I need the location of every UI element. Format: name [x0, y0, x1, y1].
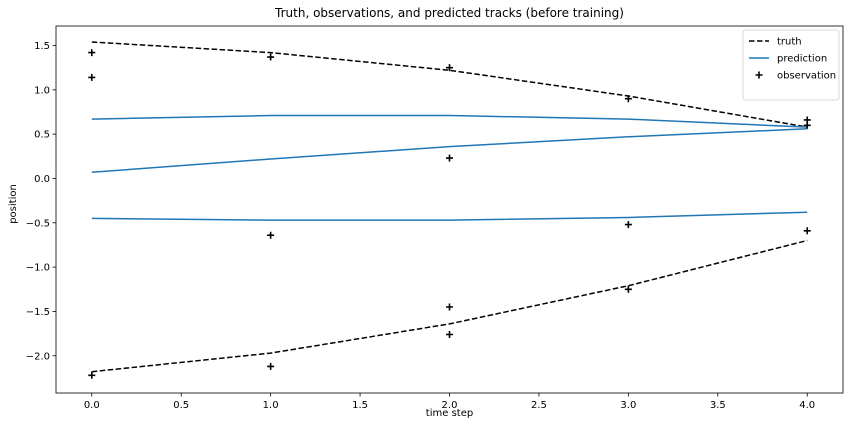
y-tick-label: −2.0 — [26, 351, 50, 362]
observation-marker — [267, 53, 275, 61]
legend-box — [742, 29, 840, 101]
x-tick-label: 2.0 — [442, 400, 458, 411]
x-axis-label: time step — [426, 408, 473, 419]
prediction-line — [91, 128, 808, 174]
legend-label: truth — [777, 37, 802, 48]
observation-marker — [88, 73, 96, 81]
plot-area: 0.0 0.5 1.0 1.5 2.0 2.5 3.0 3.5 4.0 1.5 1.0 0.5 0.0 −… — [26, 25, 844, 411]
observation-marker — [624, 285, 632, 293]
y-tick-label: 0.0 — [34, 174, 50, 185]
prediction-line — [91, 114, 808, 128]
y-tick-label: 1.0 — [34, 85, 50, 96]
y-tick-label: −0.5 — [26, 218, 50, 229]
y-axis-label: position — [8, 184, 19, 224]
x-tick-label: 1.5 — [352, 400, 368, 411]
legend-label: prediction — [777, 54, 827, 65]
chart-title: Truth, observations, and predicted track… — [274, 6, 624, 20]
x-tick-label: 0.5 — [173, 400, 189, 411]
legend: truth prediction observation — [742, 29, 840, 101]
x-tick-label: 1.0 — [263, 400, 279, 411]
observation-marker — [88, 49, 96, 57]
observation-marker — [803, 227, 811, 235]
observation-marker — [446, 154, 453, 162]
observation-marker — [446, 330, 453, 338]
legend-label: observation — [777, 71, 836, 82]
y-tick-label: −1.5 — [26, 307, 50, 318]
y-tick-label: −1.0 — [26, 263, 50, 274]
x-tick-label: 0.0 — [84, 400, 100, 411]
observation-marker — [624, 221, 632, 229]
observation-marker — [446, 303, 453, 311]
truth-line — [91, 41, 808, 128]
observation-marker — [803, 121, 811, 129]
y-tick-label: 1.5 — [34, 41, 50, 52]
observation-marker — [267, 362, 275, 370]
x-tick-label: 4.0 — [799, 400, 815, 411]
observation-marker — [624, 95, 632, 103]
prediction-line — [91, 211, 808, 221]
legend-swatch-observation — [755, 71, 763, 79]
observation-marker — [446, 64, 453, 72]
observation-marker — [267, 231, 275, 239]
x-tick-label: 2.5 — [531, 400, 547, 411]
x-tick-label: 3.0 — [620, 400, 636, 411]
x-tick-label: 3.5 — [710, 400, 726, 411]
observation-marker — [88, 371, 96, 379]
y-tick-label: 0.5 — [34, 130, 50, 141]
truth-line — [91, 239, 808, 373]
